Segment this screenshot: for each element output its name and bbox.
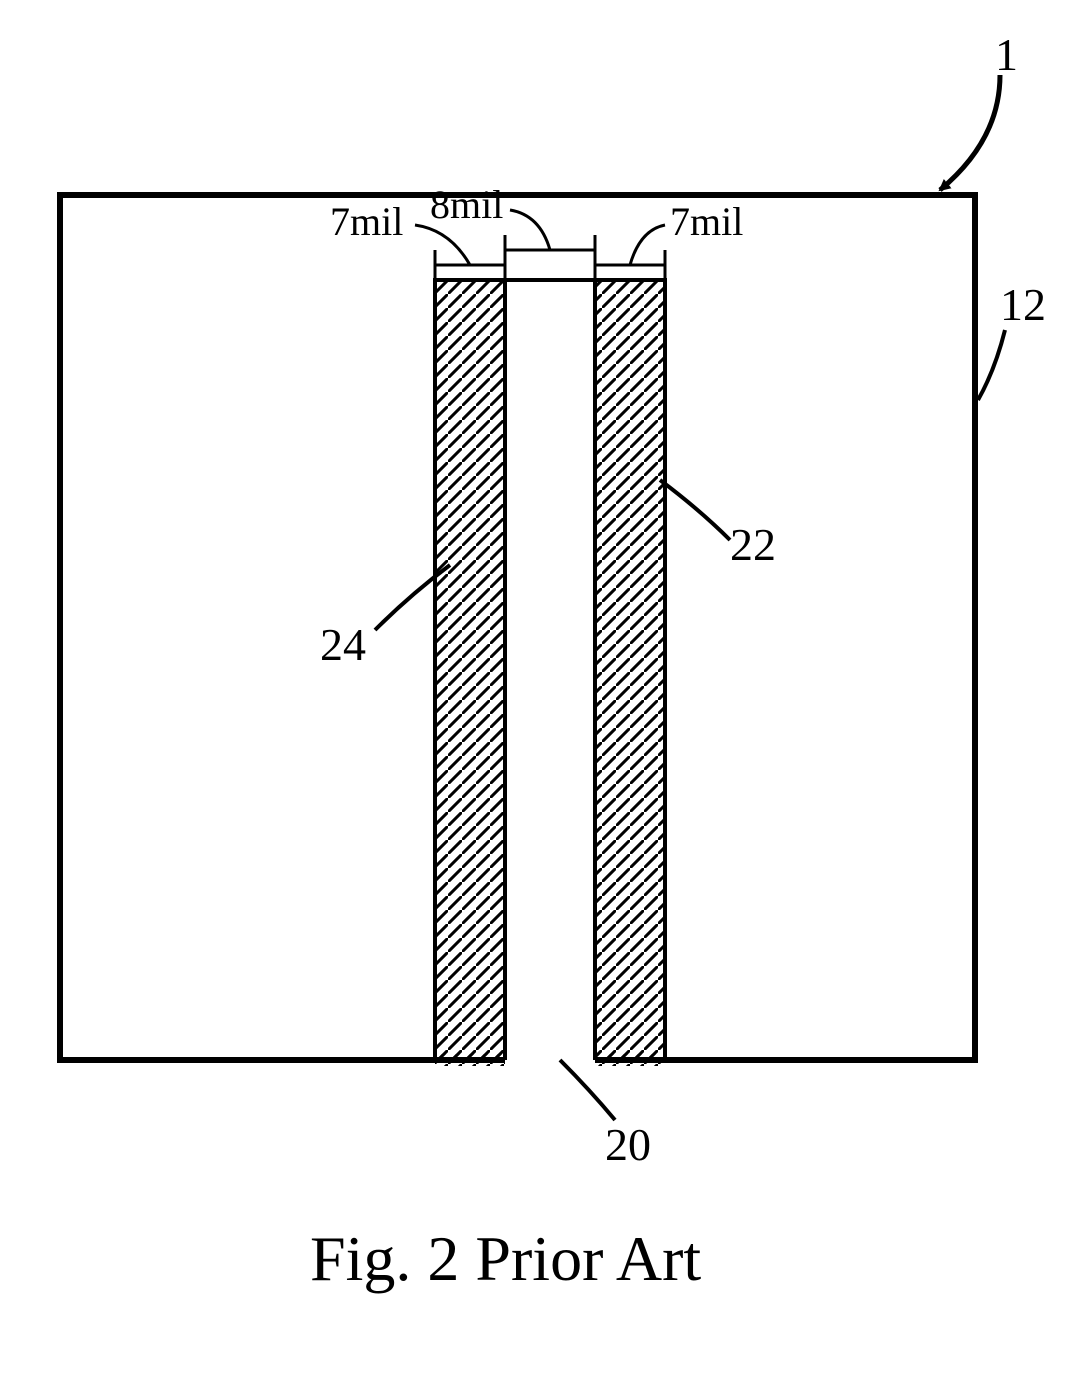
plating-left-label-group: 24	[320, 565, 450, 670]
substrate-label: 12	[1000, 279, 1046, 330]
substrate-label-group: 12	[978, 279, 1046, 400]
dim-right-label: 7mil	[670, 199, 743, 244]
assembly-label: 1	[995, 29, 1018, 80]
via-hole-label-group: 20	[560, 1060, 651, 1170]
plating-left	[435, 280, 505, 1060]
plating-left-label: 24	[320, 619, 366, 670]
hole-bottom-opening	[505, 1054, 595, 1066]
assembly-arrow	[940, 75, 1000, 190]
figure-caption: Fig. 2 Prior Art	[310, 1223, 701, 1294]
via-hole-label: 20	[605, 1119, 651, 1170]
dim-left-label: 7mil	[330, 199, 403, 244]
plating-right-bottom-fill	[595, 1054, 665, 1066]
plating-left-bottom-fill	[435, 1054, 505, 1066]
dim-center-label: 8mil	[430, 182, 503, 227]
substrate-rect	[60, 195, 975, 1060]
plating-right-label-group: 22	[660, 480, 776, 570]
assembly-label-group: 1	[940, 29, 1018, 190]
plating-right	[595, 280, 665, 1060]
plating-right-label: 22	[730, 519, 776, 570]
